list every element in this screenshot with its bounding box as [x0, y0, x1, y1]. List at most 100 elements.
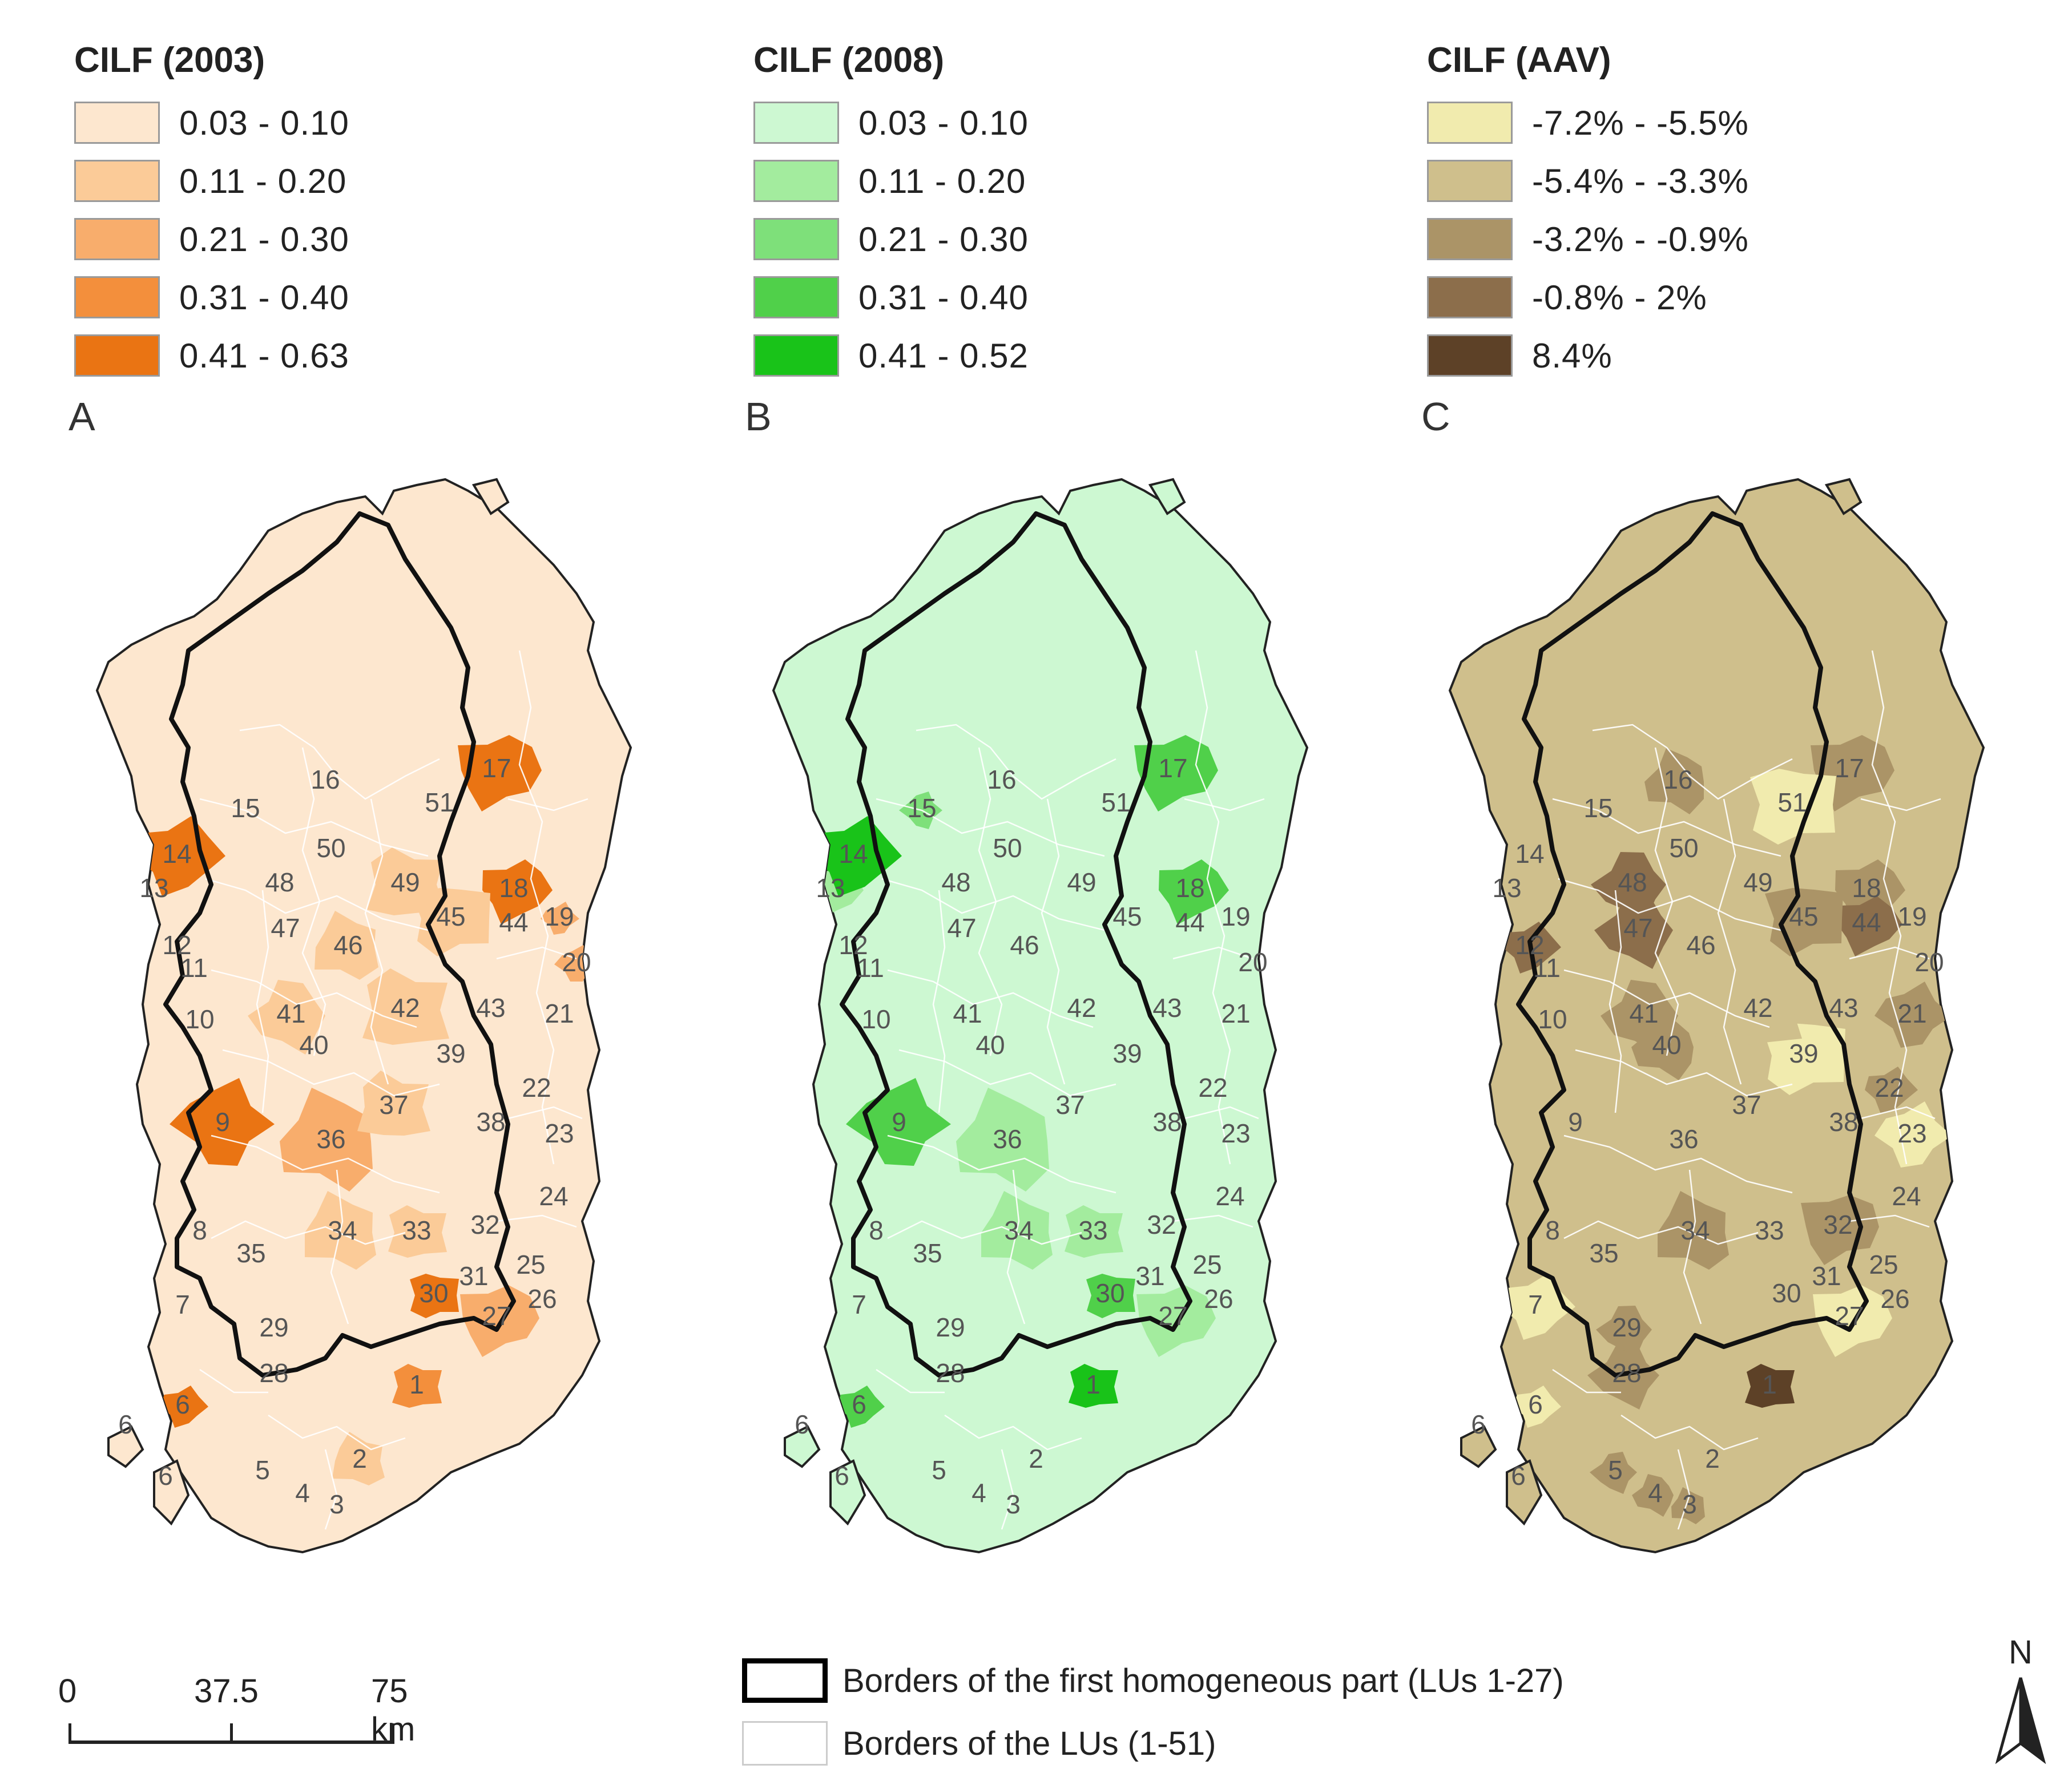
lu-label: 25 — [516, 1250, 545, 1279]
lu-label: 9 — [892, 1107, 906, 1137]
lu-region-36 — [956, 1088, 1049, 1192]
lu-region-42 — [1715, 968, 1802, 1045]
lu-label: 19 — [545, 902, 574, 931]
lu-label: 49 — [1067, 867, 1096, 897]
lu-border — [898, 1049, 1116, 1097]
lu-label: 24 — [1892, 1181, 1921, 1211]
island-small — [1506, 1459, 1543, 1526]
lu-label: 48 — [265, 867, 294, 897]
lu-label: 27 — [1835, 1301, 1864, 1331]
lu-label: 11 — [857, 953, 884, 983]
lu-label: 23 — [545, 1118, 574, 1148]
lu-region-19 — [541, 902, 579, 935]
lu-label: 50 — [316, 833, 345, 863]
lu-label: 35 — [236, 1238, 265, 1268]
legend-label: 8.4% — [1532, 336, 1613, 375]
lu-label: 28 — [259, 1358, 288, 1388]
lu-label: 5 — [932, 1455, 946, 1485]
thick-border-swatch — [742, 1658, 828, 1703]
lu-label: 4 — [1648, 1478, 1663, 1508]
lu-border — [199, 1368, 268, 1394]
legend-item: 0.11 - 0.20 — [753, 154, 1029, 208]
lu-label: 46 — [1686, 930, 1715, 960]
lu-label: 45 — [436, 902, 465, 931]
panel-letter-a: A — [68, 394, 95, 439]
lu-label: 36 — [1669, 1124, 1698, 1154]
lu-label: 6 — [852, 1390, 866, 1419]
legend-swatch — [1427, 218, 1513, 260]
lu-label: 29 — [936, 1313, 965, 1342]
lu-label: 51 — [1777, 788, 1807, 817]
border-legend-item: Borders of the first homogeneous part (L… — [742, 1649, 1564, 1712]
scale-bar: 0 37.5 75 km — [51, 1672, 417, 1758]
lu-label: 43 — [1829, 993, 1858, 1023]
lu-label: 47 — [947, 913, 976, 943]
lu-label: 48 — [1618, 867, 1647, 897]
lu-label: 6 — [158, 1461, 173, 1491]
lu-region-29 — [1596, 1306, 1652, 1356]
lu-region-2 — [332, 1432, 385, 1485]
lu-label: 26 — [1204, 1284, 1233, 1314]
legend-swatch — [74, 276, 160, 318]
lu-label: 11 — [180, 953, 208, 983]
lu-label: 24 — [539, 1181, 568, 1211]
lu-border — [211, 1220, 406, 1245]
lu-border — [1860, 798, 1941, 811]
legend-label: -7.2% - -5.5% — [1532, 103, 1749, 142]
lu-label: 12 — [839, 930, 868, 960]
lu-label: 12 — [162, 930, 191, 960]
lu-region-18 — [482, 859, 553, 924]
lu-border — [518, 650, 555, 1165]
legend-swatch — [1427, 160, 1513, 202]
lu-label: 19 — [1221, 902, 1250, 931]
lu-label: 39 — [436, 1039, 465, 1068]
lu-region-44 — [1837, 896, 1902, 956]
legend-title: CILF (AAV) — [1427, 41, 1611, 80]
island-small — [784, 1425, 821, 1468]
lu-label: 51 — [425, 788, 454, 817]
lu-label: 20 — [562, 947, 591, 977]
lu-region-6 — [1513, 1386, 1561, 1428]
legend-label: 0.11 - 0.20 — [179, 161, 347, 200]
lu-border — [1184, 798, 1265, 811]
lu-border — [1184, 1106, 1259, 1120]
lu-border — [887, 1134, 1116, 1194]
lu-label: 16 — [987, 765, 1016, 794]
lu-label: 15 — [907, 793, 936, 823]
lu-label: 10 — [861, 1004, 890, 1034]
lu-border — [978, 747, 1003, 1056]
lu-border — [268, 1414, 406, 1451]
legend-swatch — [753, 276, 839, 318]
panel-letter-c: C — [1421, 394, 1450, 439]
lu-label: 30 — [1772, 1278, 1801, 1308]
lu-label: 41 — [276, 999, 305, 1028]
lu-region-30 — [1086, 1274, 1135, 1318]
legend-swatch — [753, 334, 839, 377]
lu-border — [1563, 969, 1770, 1028]
lu-region-14 — [811, 816, 902, 896]
lu-label: 50 — [1669, 833, 1698, 863]
lu-label: 27 — [482, 1301, 511, 1331]
scale-tick — [230, 1723, 233, 1744]
lu-region-41 — [248, 980, 325, 1055]
lu-label: 36 — [993, 1124, 1022, 1154]
lu-border — [1006, 1169, 1026, 1324]
lu-label: 2 — [1029, 1444, 1043, 1473]
lu-border — [222, 1049, 440, 1097]
lu-label: 14 — [839, 839, 868, 869]
lu-border — [1558, 878, 1781, 931]
lu-label: 46 — [333, 930, 362, 960]
lu-label: 21 — [545, 999, 574, 1028]
lu-border — [1001, 1449, 1014, 1530]
lu-label: 2 — [352, 1444, 367, 1473]
lu-label: 1 — [1086, 1370, 1101, 1399]
lu-label: 2 — [1705, 1444, 1720, 1473]
lu-label: 1 — [1762, 1370, 1777, 1399]
lu-label: 12 — [1515, 930, 1544, 960]
north-arrow-icon: N — [1995, 1634, 2046, 1764]
north-arrow-left-half — [1995, 1677, 2022, 1764]
border-legend-label: Borders of the first homogeneous part (L… — [842, 1662, 1564, 1699]
lu-region-16 — [1644, 748, 1704, 814]
